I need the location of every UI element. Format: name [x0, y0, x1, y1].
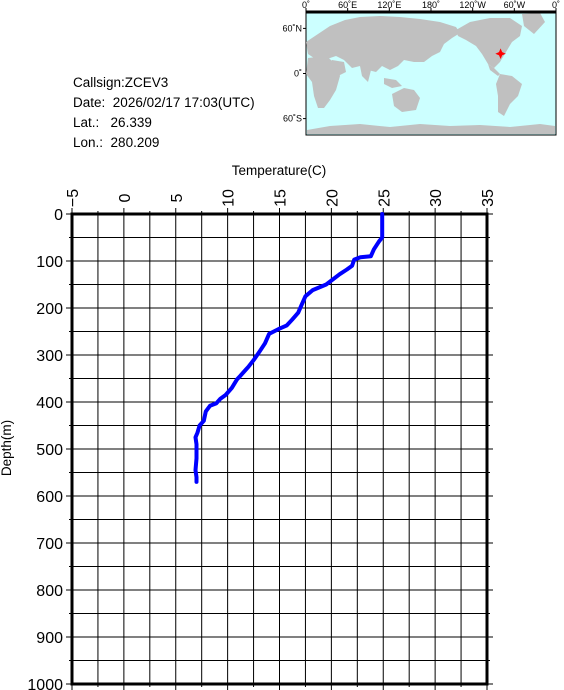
y-axis-title: Depth(m)	[0, 420, 14, 476]
x-tick-label: 10	[221, 189, 238, 207]
map-lat-label: 60˚N	[282, 23, 302, 33]
callsign-label: Callsign:	[73, 75, 125, 90]
callsign-row: Callsign:ZCEV3	[73, 73, 255, 93]
date-value: 2026/02/17 17:03(UTC)	[112, 95, 255, 110]
location-marker-star	[495, 48, 506, 59]
greenland-landmass	[522, 13, 545, 34]
y-tick-label: 0	[54, 207, 63, 224]
date-row: Date: 2026/02/17 17:03(UTC)	[73, 93, 255, 113]
map-lon-label: 0˚	[302, 0, 310, 10]
y-tick-labels: 0 100 200 300 400 500 600 700 800 900 1000	[27, 207, 63, 690]
map-lon-label: 120˚E	[377, 0, 401, 10]
africa-landmass	[306, 56, 340, 108]
central-america-landmass	[488, 64, 500, 76]
x-axis-title: Temperature(C)	[232, 163, 327, 178]
y-tick-label: 1000	[27, 677, 63, 690]
callsign-value: ZCEV3	[124, 75, 169, 90]
india-landmass	[360, 66, 372, 82]
map-lat-label: 60˚S	[283, 114, 302, 124]
x-tick-label: 30	[428, 189, 445, 207]
series-layer	[193, 212, 385, 484]
y-tick-label: 800	[36, 583, 63, 600]
plot-grid	[71, 213, 488, 685]
lon-row: Lon.: 280.209	[73, 133, 255, 153]
y-tick-label: 100	[36, 254, 63, 271]
y-tick-label: 500	[36, 442, 63, 459]
y-tick-label: 900	[36, 630, 63, 647]
plot-frame	[70, 212, 489, 686]
x-tick-label: −5	[65, 189, 82, 207]
y-tick-label: 400	[36, 395, 63, 412]
x-tick-label: 15	[273, 189, 290, 207]
x-tick-label: 0	[117, 193, 134, 202]
x-tick-label: 20	[324, 189, 341, 207]
map-lon-label: 0˚	[552, 0, 560, 10]
x-tick-label: 25	[376, 189, 393, 207]
x-tick-labels: −5 0 5 10 15 20 25 30 35	[65, 189, 497, 207]
map-lat-label: 0˚	[294, 69, 302, 79]
station-info: Callsign:ZCEV3 Date: 2026/02/17 17:03(UT…	[73, 73, 255, 153]
lat-row: Lat.: 26.339	[73, 113, 255, 133]
map-lon-label: 120˚W	[459, 0, 486, 10]
map-lon-label: 60˚E	[338, 0, 357, 10]
australia-landmass	[392, 88, 420, 112]
lat-label: Lat.:	[73, 115, 100, 130]
map-latitude-labels: 60˚N 0˚ 60˚S	[282, 23, 306, 124]
antarctica-landmass	[307, 124, 555, 134]
lat-value: 26.339	[110, 115, 152, 130]
south-america-landmass	[496, 74, 522, 116]
x-tick-label: 5	[169, 193, 186, 202]
lon-value: 280.209	[110, 135, 160, 150]
map-lon-label: 180˚	[422, 0, 440, 10]
y-tick-label: 200	[36, 301, 63, 318]
lon-label: Lon.:	[73, 135, 104, 150]
date-label: Date:	[73, 95, 106, 110]
y-tick-label: 700	[36, 536, 63, 553]
x-tick-label: 35	[480, 189, 497, 207]
eurasia-landmass	[306, 16, 460, 72]
y-tick-label: 300	[36, 348, 63, 365]
map-land	[306, 13, 555, 134]
map-longitude-labels: 0˚ 60˚E 120˚E 180˚ 120˚W 60˚W 0˚	[302, 0, 560, 12]
se-asia-islands	[384, 78, 402, 88]
y-tick-label: 600	[36, 489, 63, 506]
location-marker	[495, 48, 506, 59]
temperature-profile-line	[193, 212, 385, 484]
map-lon-label: 60˚W	[504, 0, 526, 10]
world-map: 0˚ 60˚E 120˚E 180˚ 120˚W 60˚W 0˚ 60˚N 0˚ 60˚S	[282, 0, 560, 136]
north-america-landmass	[456, 18, 522, 68]
